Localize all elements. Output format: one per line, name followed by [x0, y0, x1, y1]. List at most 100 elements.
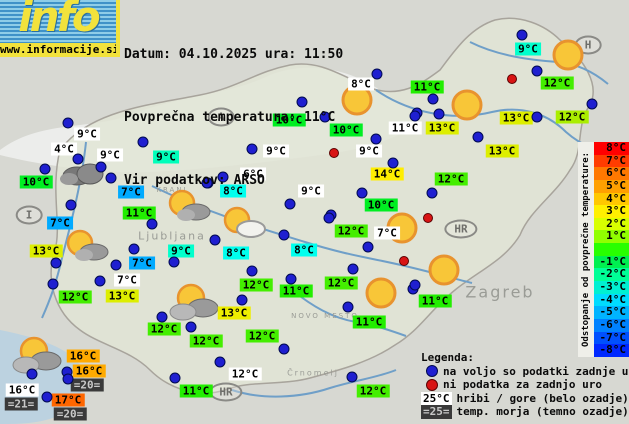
- country-marker-a: A: [207, 107, 235, 127]
- header-avg-temp-line: Povprečna temperatura: 11°C: [124, 110, 336, 125]
- dark-swatch: =25=: [421, 405, 452, 419]
- station-dot-blue: [586, 98, 598, 110]
- temp-label: 12°C: [239, 278, 273, 292]
- temp-label: 13°C: [425, 121, 459, 135]
- station-dot-blue: [209, 234, 221, 246]
- station-dot-blue: [201, 177, 213, 189]
- temp-label: 9°C: [153, 150, 179, 164]
- station-dot-blue: [347, 263, 359, 275]
- station-dot-blue: [217, 171, 229, 183]
- scale-row: -2°C: [594, 268, 629, 282]
- scale-row: 3°C: [594, 205, 629, 218]
- temp-label: 12°C: [334, 224, 368, 238]
- station-dot-blue: [356, 187, 368, 199]
- station-dot-blue: [426, 187, 438, 199]
- scale-row: 5°C: [594, 179, 629, 193]
- sea-temp-label: =20=: [53, 407, 87, 421]
- station-dot-blue: [65, 199, 77, 211]
- scale-row: [594, 243, 629, 256]
- station-dot-blue: [156, 311, 168, 323]
- temp-label: 7°C: [114, 273, 140, 287]
- sun-clouds-icon: [8, 335, 64, 381]
- station-dot-blue: [214, 356, 226, 368]
- temp-label: 13°C: [485, 144, 519, 158]
- temp-label: 6°C: [240, 167, 266, 181]
- station-dot-blue: [110, 259, 122, 271]
- sun-icon: [550, 37, 586, 77]
- temp-label: 8°C: [223, 246, 249, 260]
- temp-label: 9°C: [515, 42, 541, 56]
- temp-label: 11°C: [179, 384, 213, 398]
- deviation-scale-title: Odstopanje od povprečne temperature:: [578, 142, 594, 357]
- sun-cloud-icon: [64, 228, 112, 268]
- legend-item-text: hribi / gore (belo ozadje): [456, 391, 629, 405]
- temp-label: 17°C: [51, 393, 85, 407]
- country-marker-i: I: [15, 205, 43, 225]
- header-source-line: Vir podatkov: ARSO: [124, 173, 265, 188]
- temp-label: 13°C: [105, 289, 139, 303]
- legend-title: Legenda:: [421, 351, 474, 364]
- temp-label: 14°C: [370, 167, 404, 181]
- logo-url-link[interactable]: www.informacije.si: [0, 43, 120, 57]
- station-dot-blue: [278, 229, 290, 241]
- temp-label: 10°C: [19, 175, 53, 189]
- temp-label: 10°C: [272, 113, 306, 127]
- sun-cloud-icon: [166, 188, 214, 228]
- temp-label: 9°C: [97, 148, 123, 162]
- temp-label: 10°C: [329, 123, 363, 137]
- temp-label: 12°C: [555, 110, 589, 124]
- station-dot-blue: [362, 241, 374, 253]
- sun-cloud-icon: [221, 205, 269, 245]
- place-name: Ljubljana: [138, 229, 206, 243]
- temp-label: 8°C: [348, 77, 374, 91]
- temp-label: 12°C: [245, 329, 279, 343]
- temp-label: 12°C: [58, 290, 92, 304]
- temp-label: 8°C: [220, 184, 246, 198]
- station-dot-blue: [531, 111, 543, 123]
- temp-label: 7°C: [129, 256, 155, 270]
- blue-dot-icon: [426, 365, 438, 378]
- station-dot-blue: [296, 96, 308, 108]
- station-dot-blue: [284, 198, 296, 210]
- station-dot-blue: [50, 257, 62, 269]
- place-name: NOVO MESTO: [291, 312, 359, 320]
- logo-text: info: [18, 0, 100, 41]
- scale-row: 7°C: [594, 154, 629, 168]
- station-dot-blue: [185, 321, 197, 333]
- station-dot-blue: [95, 161, 107, 173]
- station-dot-blue: [72, 153, 84, 165]
- sun-icon: [426, 252, 462, 292]
- scale-row: -4°C: [594, 293, 629, 307]
- temp-label: 16°C: [66, 349, 100, 363]
- station-dot-blue: [387, 157, 399, 169]
- temp-label: 10°C: [364, 198, 398, 212]
- legend-rows: na voljo so podatki zadnje ure ni podatka…: [421, 365, 629, 419]
- station-dot-blue: [94, 275, 106, 287]
- station-dot-red: [423, 213, 433, 223]
- scale-row: -6°C: [594, 318, 629, 332]
- temp-label: 9°C: [356, 144, 382, 158]
- station-dot-blue: [472, 131, 484, 143]
- scale-row: 6°C: [594, 167, 629, 180]
- temp-label: 12°C: [434, 172, 468, 186]
- station-dot-blue: [169, 372, 181, 384]
- station-dot-red: [507, 74, 517, 84]
- sun-icon: [449, 87, 485, 127]
- temp-label: 7°C: [374, 226, 400, 240]
- station-dot-red: [399, 256, 409, 266]
- temp-label: 16°C: [72, 364, 106, 378]
- station-dot-blue: [409, 279, 421, 291]
- station-dot-blue: [26, 368, 38, 380]
- station-dot-blue: [246, 143, 258, 155]
- logo[interactable]: info www.informacije.si: [0, 0, 120, 57]
- place-name: Črnomelj: [287, 368, 339, 378]
- station-dot-blue: [39, 163, 51, 175]
- legend-item-text: ni podatka za zadnjo uro: [443, 378, 602, 391]
- scale-row: -8°C: [594, 344, 629, 357]
- legend-item: =25= temp. morja (temno ozadje): [421, 405, 629, 419]
- temp-label: 11°C: [279, 284, 313, 298]
- temp-label: 12°C: [324, 276, 358, 290]
- temp-label: 11°C: [122, 206, 156, 220]
- station-dot-blue: [319, 111, 331, 123]
- station-dot-blue: [128, 243, 140, 255]
